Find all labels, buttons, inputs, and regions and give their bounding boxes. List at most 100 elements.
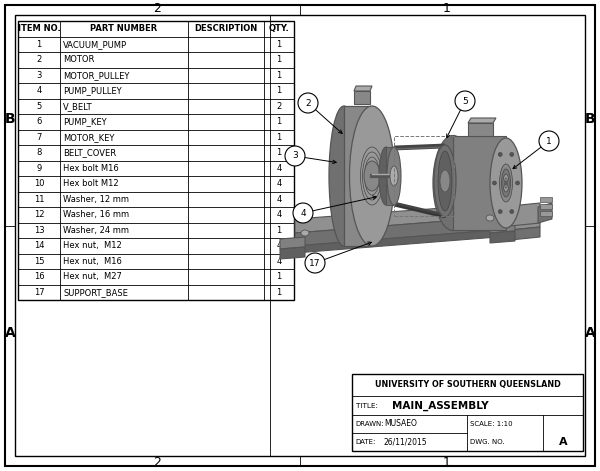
Text: QTY.: QTY. xyxy=(269,24,289,33)
Polygon shape xyxy=(500,203,540,227)
Text: 1: 1 xyxy=(443,456,451,470)
Text: 1: 1 xyxy=(277,71,281,80)
Text: DATE:: DATE: xyxy=(355,439,376,445)
Text: 17: 17 xyxy=(34,288,44,297)
Text: A: A xyxy=(584,326,595,340)
Text: 2: 2 xyxy=(153,2,161,16)
Text: DWG. NO.: DWG. NO. xyxy=(470,439,505,445)
Ellipse shape xyxy=(387,147,401,205)
Text: 5: 5 xyxy=(462,97,468,106)
Polygon shape xyxy=(490,221,515,233)
Text: PART NUMBER: PART NUMBER xyxy=(91,24,158,33)
Text: 1: 1 xyxy=(443,2,451,16)
Ellipse shape xyxy=(434,145,456,217)
Text: MUSAEO: MUSAEO xyxy=(384,420,417,429)
Bar xyxy=(540,204,552,209)
Polygon shape xyxy=(538,203,552,223)
Text: A: A xyxy=(5,326,16,340)
Text: 16: 16 xyxy=(34,272,44,281)
Text: 2: 2 xyxy=(277,102,281,111)
Text: 14: 14 xyxy=(34,241,44,250)
Ellipse shape xyxy=(490,138,522,228)
Polygon shape xyxy=(500,227,540,241)
Text: ITEM NO.: ITEM NO. xyxy=(17,24,61,33)
Text: B: B xyxy=(584,112,595,126)
Text: 7: 7 xyxy=(37,133,41,142)
Polygon shape xyxy=(280,237,305,249)
Text: 26/11/2015: 26/11/2015 xyxy=(384,438,428,447)
Text: 1: 1 xyxy=(277,272,281,281)
Text: 1: 1 xyxy=(277,55,281,64)
Ellipse shape xyxy=(505,180,506,186)
Text: Hex bolt M16: Hex bolt M16 xyxy=(63,164,119,173)
Text: 1: 1 xyxy=(277,288,281,297)
Text: 9: 9 xyxy=(37,164,41,173)
Polygon shape xyxy=(354,86,372,91)
Text: 4: 4 xyxy=(277,164,281,173)
Circle shape xyxy=(298,93,318,113)
Text: BELT_COVER: BELT_COVER xyxy=(63,148,116,157)
Text: Hex nut,  M27: Hex nut, M27 xyxy=(63,272,122,281)
Ellipse shape xyxy=(364,161,380,191)
Text: 1: 1 xyxy=(277,226,281,235)
Circle shape xyxy=(305,253,325,273)
Circle shape xyxy=(455,91,475,111)
Ellipse shape xyxy=(503,174,509,192)
Text: 17: 17 xyxy=(309,259,321,268)
Polygon shape xyxy=(295,216,510,246)
Ellipse shape xyxy=(349,106,395,246)
Ellipse shape xyxy=(486,215,494,221)
Ellipse shape xyxy=(438,151,452,211)
Text: SUPPORT_BASE: SUPPORT_BASE xyxy=(63,288,128,297)
Text: MOTOR: MOTOR xyxy=(63,55,94,64)
Ellipse shape xyxy=(329,106,359,246)
Text: 1: 1 xyxy=(277,40,281,49)
Ellipse shape xyxy=(498,153,502,156)
Text: Hex nut,  M16: Hex nut, M16 xyxy=(63,257,122,266)
Circle shape xyxy=(285,146,305,166)
Ellipse shape xyxy=(499,164,512,202)
Text: V_BELT: V_BELT xyxy=(63,102,92,111)
Text: 4: 4 xyxy=(277,210,281,219)
Polygon shape xyxy=(490,231,515,243)
Text: 1: 1 xyxy=(277,117,281,126)
Text: 12: 12 xyxy=(34,210,44,219)
Text: 2: 2 xyxy=(305,98,311,107)
Ellipse shape xyxy=(498,210,502,213)
Text: 3: 3 xyxy=(292,152,298,161)
Text: DESCRIPTION: DESCRIPTION xyxy=(194,24,257,33)
Polygon shape xyxy=(280,247,305,259)
Polygon shape xyxy=(468,118,496,123)
Polygon shape xyxy=(468,123,493,136)
Text: 13: 13 xyxy=(34,226,44,235)
Polygon shape xyxy=(295,203,510,233)
Text: UNIVERSITY OF SOUTHERN QUEENSLAND: UNIVERSITY OF SOUTHERN QUEENSLAND xyxy=(374,381,560,390)
Text: Washer, 12 mm: Washer, 12 mm xyxy=(63,195,129,204)
Polygon shape xyxy=(500,211,540,231)
Text: Washer, 16 mm: Washer, 16 mm xyxy=(63,210,129,219)
Polygon shape xyxy=(453,136,506,230)
Text: 10: 10 xyxy=(34,179,44,188)
Text: PUMP_KEY: PUMP_KEY xyxy=(63,117,107,126)
Text: 11: 11 xyxy=(34,195,44,204)
Text: 4: 4 xyxy=(277,257,281,266)
Text: 1: 1 xyxy=(37,40,41,49)
Text: 4: 4 xyxy=(37,86,41,95)
Ellipse shape xyxy=(493,181,496,185)
Text: VACUUM_PUMP: VACUUM_PUMP xyxy=(63,40,127,49)
Text: MOTOR_KEY: MOTOR_KEY xyxy=(63,133,115,142)
Text: SCALE: 1:10: SCALE: 1:10 xyxy=(470,421,512,427)
Text: 4: 4 xyxy=(277,241,281,250)
Text: PUMP_PULLEY: PUMP_PULLEY xyxy=(63,86,122,95)
Text: B: B xyxy=(5,112,16,126)
Text: 5: 5 xyxy=(37,102,41,111)
Text: Washer, 24 mm: Washer, 24 mm xyxy=(63,226,129,235)
Text: A: A xyxy=(559,437,568,447)
Polygon shape xyxy=(295,229,510,253)
Circle shape xyxy=(539,131,559,151)
Ellipse shape xyxy=(379,147,393,205)
Bar xyxy=(540,197,552,202)
Text: 2: 2 xyxy=(37,55,41,64)
Ellipse shape xyxy=(440,170,450,192)
Text: 6: 6 xyxy=(37,117,41,126)
